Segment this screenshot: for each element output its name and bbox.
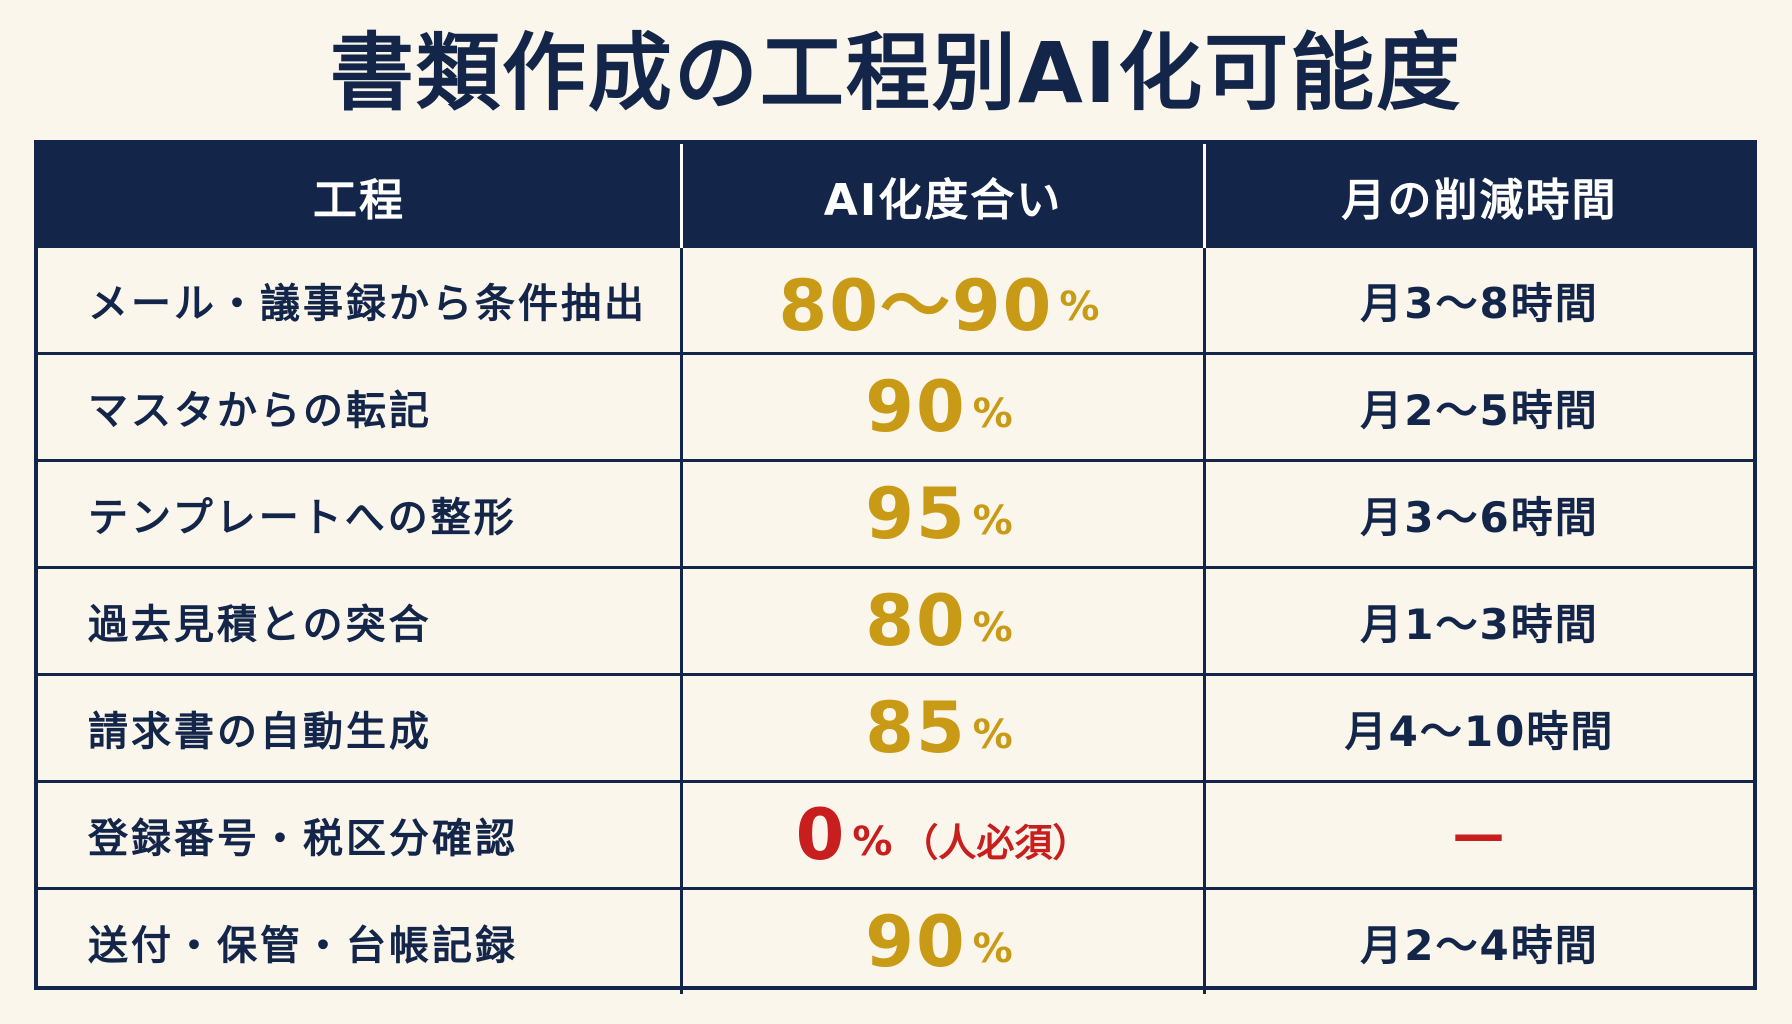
- ai-rate-cell: 95%: [680, 462, 1203, 566]
- table-row: 送付・保管・台帳記録 90% 月2〜4時間: [38, 887, 1753, 994]
- ai-rate-cell: 80%: [680, 569, 1203, 673]
- time-saved-cell: 月3〜6時間: [1203, 462, 1753, 566]
- table-row: テンプレートへの整形 95% 月3〜6時間: [38, 459, 1753, 566]
- step-cell: マスタからの転記: [88, 388, 432, 434]
- time-saved-cell: 月4〜10時間: [1203, 676, 1753, 780]
- header-time-saved: 月の削減時間: [1203, 144, 1753, 248]
- ai-rate-cell: 80〜90%: [680, 248, 1203, 352]
- step-cell: 送付・保管・台帳記録: [88, 923, 518, 969]
- ai-rate-value: 80〜90: [778, 264, 1054, 347]
- percent-sign: %: [1059, 284, 1100, 330]
- ai-rate-value: 85: [865, 687, 967, 769]
- table-body: メール・議事録から条件抽出 80〜90% 月3〜8時間 マスタからの転記 90%…: [38, 248, 1753, 994]
- time-saved-cell: 月3〜8時間: [1203, 248, 1753, 352]
- percent-sign: %: [972, 605, 1013, 651]
- percent-sign: %: [972, 712, 1013, 758]
- time-saved-cell: —: [1203, 783, 1753, 887]
- time-saved-cell: 月1〜3時間: [1203, 569, 1753, 673]
- ai-rate-value: 95: [865, 473, 967, 555]
- ai-rate-value: 0: [795, 794, 847, 876]
- page-title: 書類作成の工程別AI化可能度: [329, 24, 1463, 122]
- step-cell: 請求書の自動生成: [88, 709, 432, 755]
- table-row: 登録番号・税区分確認 0% （人必須） —: [38, 780, 1753, 887]
- table-row: メール・議事録から条件抽出 80〜90% 月3〜8時間: [38, 248, 1753, 352]
- step-cell: 過去見積との突合: [88, 602, 432, 648]
- ai-rate-value: 90: [865, 901, 967, 983]
- step-cell: テンプレートへの整形: [88, 495, 517, 541]
- table-row: 請求書の自動生成 85% 月4〜10時間: [38, 673, 1753, 780]
- time-saved-cell: 月2〜5時間: [1203, 355, 1753, 459]
- table-header: 工程 AI化度合い 月の削減時間: [38, 144, 1753, 248]
- step-cell: メール・議事録から条件抽出: [88, 281, 647, 327]
- ai-rate-cell: 90%: [680, 890, 1203, 994]
- table-row: マスタからの転記 90% 月2〜5時間: [38, 352, 1753, 459]
- ai-rate-cell: 0% （人必須）: [680, 783, 1203, 887]
- percent-sign: %: [972, 498, 1013, 544]
- ai-rate-cell: 90%: [680, 355, 1203, 459]
- percent-sign: %: [972, 926, 1013, 972]
- ai-rate-note: （人必須）: [900, 820, 1091, 865]
- ai-rate-value: 80: [865, 580, 967, 662]
- ai-rate-cell: 85%: [680, 676, 1203, 780]
- percent-sign: %: [852, 819, 893, 865]
- header-ai-rate: AI化度合い: [680, 144, 1203, 248]
- table-row: 過去見積との突合 80% 月1〜3時間: [38, 566, 1753, 673]
- header-step: 工程: [313, 175, 405, 226]
- ai-rate-table: 工程 AI化度合い 月の削減時間 メール・議事録から条件抽出 80〜90% 月3…: [34, 140, 1757, 994]
- step-cell: 登録番号・税区分確認: [88, 816, 518, 862]
- percent-sign: %: [972, 391, 1013, 437]
- time-saved-cell: 月2〜4時間: [1203, 890, 1753, 994]
- ai-rate-value: 90: [865, 366, 967, 448]
